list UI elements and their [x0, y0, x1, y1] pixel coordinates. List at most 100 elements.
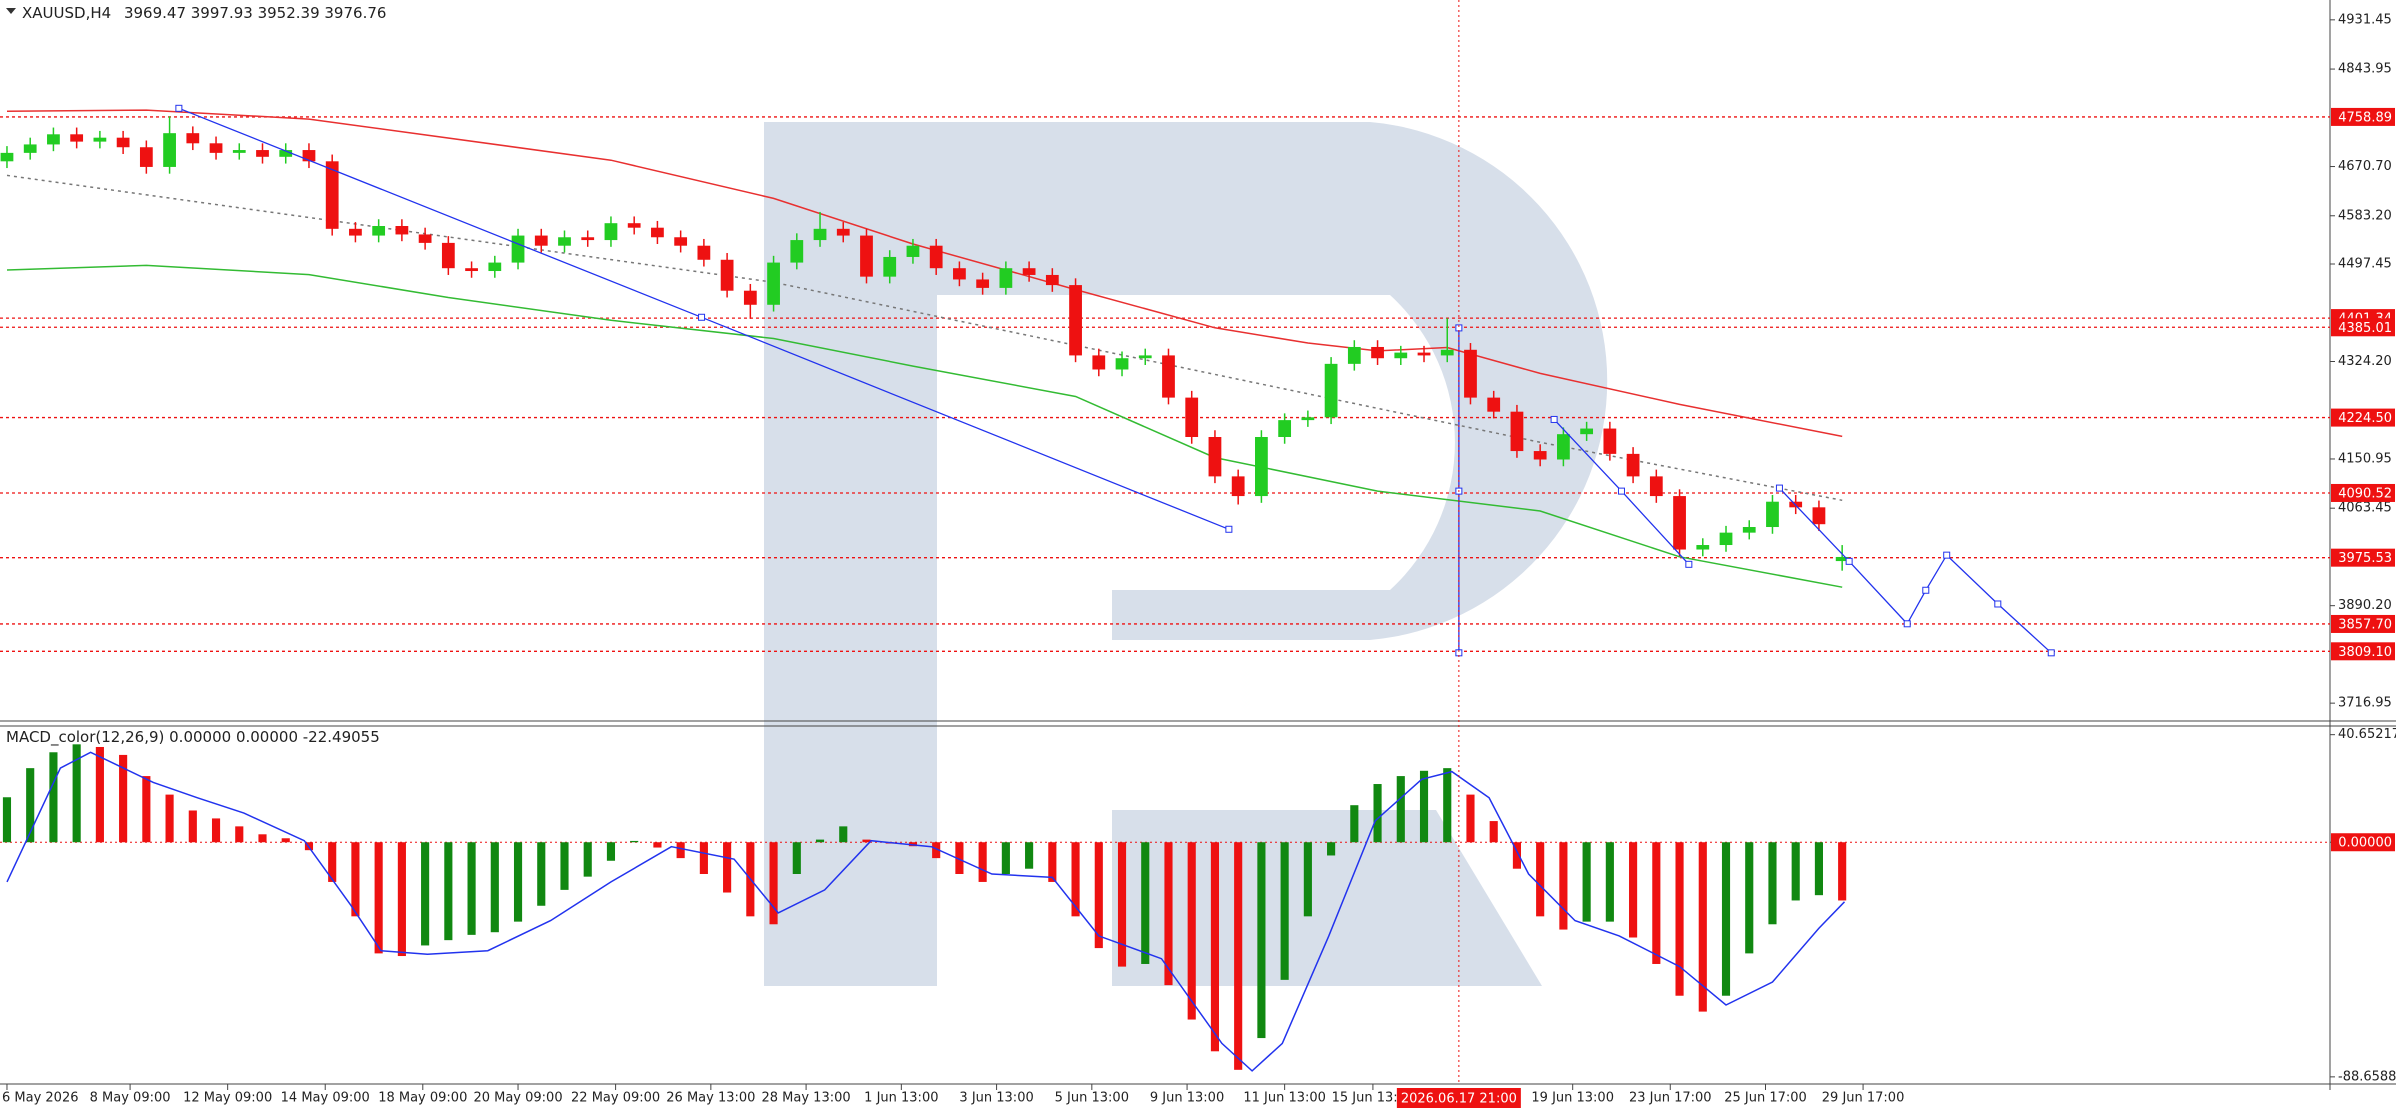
x-tick-label: 12 May 09:00: [183, 1091, 272, 1106]
low-value: 3952.39: [258, 4, 320, 22]
x-tick-label: 9 Jun 13:00: [1150, 1091, 1224, 1106]
histogram-bar: [328, 842, 337, 882]
histogram-bar: [1234, 842, 1243, 1070]
histogram-bar: [1048, 842, 1057, 882]
y-tick-label: 4583.20: [2338, 208, 2392, 223]
histogram-bar: [676, 842, 685, 859]
candle-body: [1742, 527, 1756, 533]
histogram-bar: [1419, 770, 1429, 843]
histogram-bar: [421, 842, 430, 946]
histogram-bar: [1350, 805, 1359, 843]
candle-body: [139, 147, 153, 167]
level-label: 3809.10: [2338, 645, 2392, 660]
candle-body: [441, 242, 455, 269]
candle-body: [534, 235, 548, 246]
candle-body: [1045, 274, 1059, 286]
watermark-bowl: [937, 122, 1608, 640]
candle-body: [1301, 417, 1315, 421]
candle-body: [395, 226, 409, 235]
histogram-bar: [630, 840, 639, 843]
candle-body: [1092, 355, 1106, 370]
candle-body: [767, 262, 780, 305]
candle-body: [1022, 268, 1036, 275]
histogram-bar: [1838, 842, 1847, 901]
candle-body: [302, 150, 316, 162]
candle-body: [558, 237, 571, 246]
histogram-bar: [560, 842, 569, 890]
level-label-box: [2331, 548, 2395, 567]
histogram-bar: [1721, 842, 1731, 996]
symbol: XAUUSD,H4: [22, 4, 111, 22]
histogram-bar: [513, 842, 523, 922]
histogram-bar: [1791, 842, 1800, 901]
histogram-bar: [1443, 768, 1452, 843]
histogram-bar: [444, 842, 453, 941]
level-label-box: [2331, 107, 2395, 126]
candle-body: [93, 137, 107, 142]
indicator-value: 0.00000: [169, 728, 231, 746]
candle-body: [1649, 476, 1663, 497]
histogram-bar: [397, 842, 406, 957]
candle-body: [372, 226, 386, 236]
candle-body: [1557, 434, 1570, 460]
histogram-bar: [653, 842, 662, 848]
histogram-bar: [95, 746, 104, 843]
histogram-bar: [119, 754, 128, 843]
forecast-point: [1943, 551, 1951, 559]
histogram-bar: [862, 839, 871, 843]
histogram-bar: [1605, 842, 1614, 922]
candle-body: [1417, 352, 1431, 356]
histogram-bar: [537, 842, 546, 906]
y-tick-label: 4670.70: [2338, 159, 2392, 174]
candle-body: [1440, 349, 1454, 356]
histogram-bar: [1280, 842, 1289, 980]
level-label-box: [2331, 318, 2395, 337]
candle-body: [279, 150, 293, 157]
candle-body: [256, 150, 269, 157]
forecast-point: [698, 313, 706, 321]
x-tick-label: 14 May 09:00: [281, 1091, 370, 1106]
candle-body: [1115, 358, 1129, 370]
candle-body: [1371, 346, 1384, 359]
candle-body: [883, 256, 897, 277]
level-label: 4758.89: [2338, 110, 2392, 125]
x-tick-label: 19 Jun 13:00: [1531, 1091, 1614, 1106]
x-tick-label: 18 May 09:00: [378, 1091, 467, 1106]
histogram-bar: [211, 818, 221, 843]
candle-body: [1719, 532, 1733, 546]
histogram-bar: [1164, 842, 1173, 986]
forecast-point: [1994, 600, 2002, 608]
x-tick-label: 20 May 09:00: [473, 1091, 562, 1106]
candle-body: [186, 133, 200, 144]
close-value: 3976.76: [324, 4, 386, 22]
forecast-point: [1225, 525, 1233, 533]
histogram-bar: [1025, 842, 1034, 869]
x-tick-label: 5 Jun 13:00: [1055, 1091, 1129, 1106]
forecast-point: [2047, 649, 2055, 657]
histogram-bar: [1745, 842, 1754, 954]
histogram-bar: [1582, 842, 1591, 922]
candle-body: [860, 235, 873, 277]
level-label-box: [2331, 408, 2395, 427]
candle-body: [906, 245, 920, 257]
histogram-bar: [932, 842, 941, 859]
candle-body: [1069, 285, 1082, 356]
forecast-point: [1550, 415, 1558, 423]
histogram-bar: [1489, 821, 1498, 843]
candle-body: [1185, 397, 1199, 437]
candle-body: [953, 268, 966, 280]
histogram-bar: [165, 794, 174, 843]
forecast-point: [1617, 487, 1625, 495]
candle-body: [488, 262, 502, 272]
candle-body: [1208, 436, 1222, 477]
histogram-bar: [699, 842, 708, 874]
y-tick-label: 0.00000: [2338, 836, 2392, 851]
candle-body: [1464, 349, 1477, 398]
forecast-point: [1775, 484, 1783, 492]
level-label-box: [2331, 483, 2395, 502]
candle-body: [790, 240, 804, 263]
forecast-point: [1845, 557, 1853, 565]
candle-body: [1626, 453, 1640, 477]
candle-body: [0, 152, 14, 162]
